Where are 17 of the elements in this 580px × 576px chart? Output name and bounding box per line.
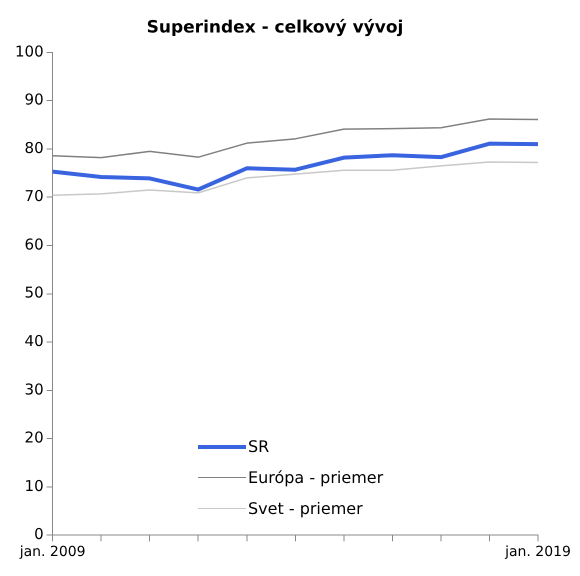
- y-tick-label: 70: [24, 187, 44, 206]
- y-tick-label: 80: [24, 138, 44, 157]
- chart-title: Superindex - celkový vývoj: [146, 18, 404, 38]
- y-tick-label: 0: [34, 525, 44, 544]
- legend-label: SR: [248, 437, 270, 456]
- legend-label: Svet - priemer: [248, 499, 363, 518]
- legend-label: Európa - priemer: [248, 468, 384, 487]
- y-tick-label: 90: [24, 90, 44, 109]
- y-tick-label: 100: [14, 42, 44, 60]
- x-tick-label: jan. 2009: [18, 544, 86, 560]
- x-tick-label: jan. 2019: [504, 544, 571, 560]
- y-tick-label: 10: [24, 476, 44, 495]
- y-tick-label: 50: [24, 284, 44, 302]
- y-tick-label: 60: [24, 235, 44, 254]
- y-tick-label: 20: [24, 428, 44, 447]
- y-tick-label: 40: [24, 332, 44, 350]
- y-tick-label: 30: [24, 380, 44, 398]
